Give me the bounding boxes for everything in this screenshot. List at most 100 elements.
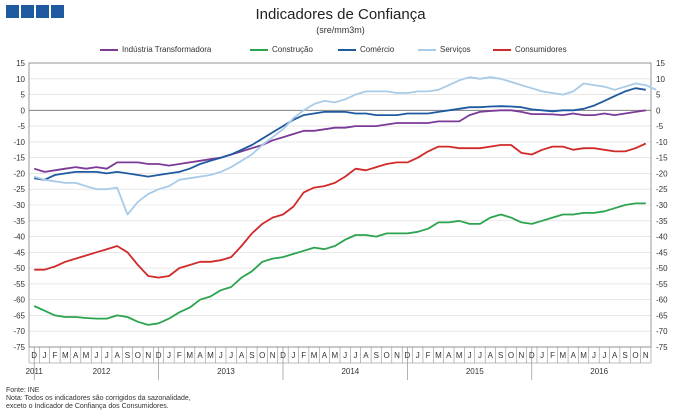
month-label: J	[167, 351, 171, 360]
month-label: M	[207, 351, 214, 360]
month-label: A	[239, 351, 245, 360]
footnote-note-1: Nota: Todos os indicadores são corrigido…	[6, 395, 191, 402]
legend-item-industria: Indústria Transformadora	[100, 45, 211, 54]
month-label: M	[83, 351, 90, 360]
y-tick-label-right: -70	[656, 327, 668, 336]
month-label: F	[550, 351, 555, 360]
legend-label-comercio: Comércio	[360, 45, 395, 54]
month-label: J	[291, 351, 295, 360]
month-label: M	[580, 351, 587, 360]
month-label: J	[354, 351, 358, 360]
footnote-note-2: exceto o Indicador de Confiança dos Cons…	[6, 403, 169, 410]
month-label: J	[105, 351, 109, 360]
month-label: S	[498, 351, 503, 360]
legend-swatch-servicos	[418, 48, 436, 51]
legend-swatch-consumidores	[493, 48, 511, 51]
y-tick-label-left: -65	[13, 311, 25, 320]
y-tick-label-right: -45	[656, 248, 668, 257]
year-label: 2013	[217, 367, 235, 376]
month-label: F	[426, 351, 431, 360]
logo-block-2	[21, 5, 34, 18]
month-label: M	[560, 351, 567, 360]
month-label: M	[186, 351, 193, 360]
month-label: J	[219, 351, 223, 360]
month-label: J	[540, 351, 544, 360]
month-label: D	[31, 351, 37, 360]
month-label: S	[249, 351, 254, 360]
y-tick-label-left: -30	[13, 201, 25, 210]
y-tick-label-right: -5	[656, 122, 664, 131]
month-label: S	[622, 351, 627, 360]
y-tick-label-right: -15	[656, 154, 668, 163]
month-label: F	[177, 351, 182, 360]
series-line-3	[33, 76, 657, 216]
y-tick-label-right: -10	[656, 138, 668, 147]
month-label: O	[135, 351, 141, 360]
legend-label-industria: Indústria Transformadora	[122, 45, 212, 54]
series-line-0	[33, 109, 646, 173]
month-label: A	[73, 351, 79, 360]
legend-swatch-construcao	[250, 48, 268, 51]
month-label: M	[435, 351, 442, 360]
axes	[28, 62, 652, 380]
y-tick-label-left: -45	[13, 248, 25, 257]
y-tick-label-right: -75	[656, 343, 668, 352]
year-label: 2014	[341, 367, 359, 376]
y-tick-label-left: -25	[13, 185, 25, 194]
y-tick-label-left: -55	[13, 280, 25, 289]
year-label: 2015	[466, 367, 484, 376]
legend-label-servicos: Serviços	[440, 45, 471, 54]
y-tick-label-left: -75	[13, 343, 25, 352]
y-tick-label-left: -70	[13, 327, 25, 336]
month-label: M	[62, 351, 69, 360]
month-label: S	[374, 351, 379, 360]
month-label: J	[416, 351, 420, 360]
series-line-4	[34, 142, 647, 279]
y-tick-label-right: -30	[656, 201, 668, 210]
month-label: N	[145, 351, 151, 360]
month-label: M	[456, 351, 463, 360]
month-label: A	[322, 351, 328, 360]
month-label: O	[384, 351, 390, 360]
month-label: A	[571, 351, 577, 360]
y-tick-label-right: -65	[656, 311, 668, 320]
y-tick-label-right: 15	[656, 59, 665, 68]
legend-item-construcao: Construção	[250, 45, 313, 54]
month-label: A	[612, 351, 618, 360]
y-tick-label-right: 0	[656, 106, 661, 115]
y-tick-label-left: -60	[13, 296, 25, 305]
y-tick-label-left: -35	[13, 217, 25, 226]
month-label: O	[632, 351, 638, 360]
y-tick-label-left: -50	[13, 264, 25, 273]
y-tick-label-right: -55	[656, 280, 668, 289]
month-label: A	[488, 351, 494, 360]
y-tick-label-right: 10	[656, 75, 665, 84]
month-label: M	[331, 351, 338, 360]
month-label: N	[394, 351, 400, 360]
month-label: D	[404, 351, 410, 360]
month-label: A	[114, 351, 120, 360]
month-label: O	[259, 351, 265, 360]
y-tick-label-right: -40	[656, 233, 668, 242]
logo-block-1	[6, 5, 19, 18]
month-label: D	[529, 351, 535, 360]
logo-block-4	[51, 5, 64, 18]
y-tick-label-left: -5	[18, 122, 26, 131]
y-tick-label-left: -15	[13, 154, 25, 163]
legend-swatch-industria	[100, 48, 118, 51]
month-label: J	[592, 351, 596, 360]
month-label: N	[519, 351, 525, 360]
y-tick-label-left: -10	[13, 138, 25, 147]
year-label: 2012	[93, 367, 111, 376]
y-tick-label-left: 5	[21, 91, 26, 100]
month-label: A	[197, 351, 203, 360]
month-label: J	[478, 351, 482, 360]
chart-subtitle: (sre/mm3m)	[316, 25, 365, 35]
year-label: 2011	[26, 367, 44, 376]
year-label: 2016	[590, 367, 608, 376]
legend-label-consumidores: Consumidores	[515, 45, 567, 54]
month-label: J	[343, 351, 347, 360]
month-label: J	[43, 351, 47, 360]
footnote-source: Fonte: INE	[6, 387, 40, 394]
